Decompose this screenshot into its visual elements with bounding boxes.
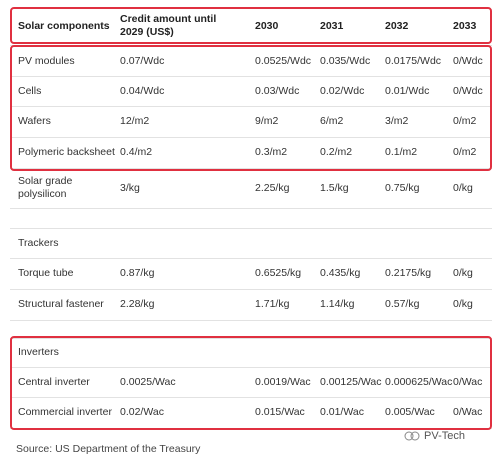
table-cell: 0.015/Wac xyxy=(255,406,305,418)
row-divider xyxy=(10,137,492,138)
header-cell: 2030 xyxy=(255,19,279,32)
table-cell: 0/m2 xyxy=(453,115,477,127)
row-label: Trackers xyxy=(18,236,59,249)
row-divider xyxy=(10,228,492,229)
header-cell: 2033 xyxy=(453,19,477,32)
table-cell: 0.005/Wac xyxy=(385,406,435,418)
row-divider xyxy=(10,76,492,77)
header-cell: 2031 xyxy=(320,19,344,32)
watermark-text: PV-Tech xyxy=(424,430,465,442)
highlight-box xyxy=(10,45,492,171)
source: Source: US Department of the Treasury xyxy=(16,443,201,455)
row-divider xyxy=(10,258,492,259)
table-cell: 2.25/kg xyxy=(255,181,290,194)
table-cell: 0.2/m2 xyxy=(320,146,353,158)
table-cell: 0.3/m2 xyxy=(255,146,288,158)
highlight-box xyxy=(10,336,492,430)
table-cell: 0.0019/Wac xyxy=(255,375,311,388)
row-divider xyxy=(10,208,492,209)
table-cell: 0.02/Wdc xyxy=(320,84,365,97)
table-cell: 0.01/Wac xyxy=(320,406,364,418)
highlight-box xyxy=(10,7,492,44)
table-cell: 0.57/kg xyxy=(385,298,420,310)
row-label: Torque tube xyxy=(18,267,74,279)
row-divider xyxy=(10,397,492,398)
table-cell: 0.87/kg xyxy=(120,267,155,279)
row-label: Central inverter xyxy=(18,375,90,388)
table-cell: 0.03/Wdc xyxy=(255,84,300,97)
table-cell: 3/m2 xyxy=(385,115,409,127)
row-label: PV modules xyxy=(18,54,75,67)
row-label: Commercial inverter xyxy=(18,406,112,418)
table-cell: 12/m2 xyxy=(120,115,150,127)
row-divider xyxy=(10,168,492,169)
watermark: PV-Tech xyxy=(404,430,465,442)
header-cell: Solar components xyxy=(18,19,110,32)
watermark-icon xyxy=(404,431,420,441)
table-cell: 0.00125/Wac xyxy=(320,375,382,388)
row-label: Wafers xyxy=(18,115,51,127)
table-cell: 1.14/kg xyxy=(320,298,355,310)
row-divider xyxy=(10,338,492,339)
table-cell: 0/Wdc xyxy=(453,84,483,97)
table-cell: 0/kg xyxy=(453,298,473,310)
table-cell: 0.0175/Wdc xyxy=(385,54,442,67)
table-cell: 0.0025/Wac xyxy=(120,375,176,388)
row-divider xyxy=(10,106,492,107)
table-cell: 6/m2 xyxy=(320,115,344,127)
header-cell: 2032 xyxy=(385,19,409,32)
table-cell: 0.000625/Wac xyxy=(385,375,453,388)
row-label: Solar grade polysilicon xyxy=(18,175,73,200)
table-cell: 0/Wac xyxy=(453,375,483,388)
table-cell: 0.01/Wdc xyxy=(385,84,430,97)
table-cell: 0/Wac xyxy=(453,406,483,418)
table-cell: 2.28/kg xyxy=(120,298,155,310)
table-cell: 0.0525/Wdc xyxy=(255,54,312,67)
table-cell: 0/kg xyxy=(453,267,473,279)
table-cell: 1.5/kg xyxy=(320,181,349,194)
header-cell: Credit amount until 2029 (US$) xyxy=(120,13,217,38)
table-cell: 0.2175/kg xyxy=(385,267,432,279)
table-cell: 0/m2 xyxy=(453,146,477,158)
table-cell: 0.435/kg xyxy=(320,267,361,279)
table-cell: 0.4/m2 xyxy=(120,146,153,158)
table-cell: 3/kg xyxy=(120,181,140,194)
row-label: Cells xyxy=(18,84,42,97)
table-cell: 0.75/kg xyxy=(385,181,420,194)
table-cell: 0.1/m2 xyxy=(385,146,418,158)
row-divider xyxy=(10,289,492,290)
row-label: Inverters xyxy=(18,346,59,358)
table-cell: 0/Wdc xyxy=(453,54,483,67)
table-cell: 0.035/Wdc xyxy=(320,54,371,67)
table-cell: 9/m2 xyxy=(255,115,279,127)
row-label: Polymeric backsheet xyxy=(18,146,115,158)
row-divider xyxy=(10,367,492,368)
table-cell: 0/kg xyxy=(453,181,473,194)
table-cell: 0.04/Wdc xyxy=(120,84,165,97)
row-label: Structural fastener xyxy=(18,298,104,310)
table-cell: 0.6525/kg xyxy=(255,267,302,279)
table-cell: 0.07/Wdc xyxy=(120,54,165,67)
table-cell: 1.71/kg xyxy=(255,298,290,310)
table-cell: 0.02/Wac xyxy=(120,406,164,418)
row-divider xyxy=(10,320,492,321)
